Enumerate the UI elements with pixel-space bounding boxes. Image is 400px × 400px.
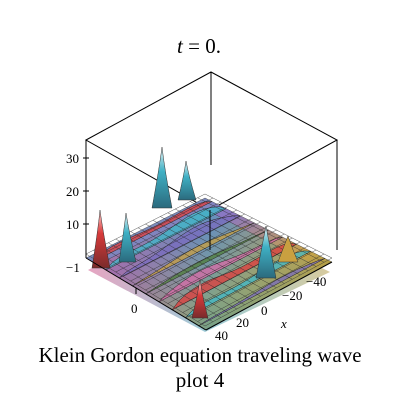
z-axis [83,157,89,225]
mesh-line [152,229,277,295]
title-rest: = 0. [183,34,221,58]
surface-ridge [92,201,213,263]
surface-mesh [85,193,333,332]
plot-title: t = 0. [177,34,221,58]
surface-ridge [118,215,241,279]
bounding-box-front [85,140,211,258]
y-axis [85,257,207,331]
x-tick-20: 20 [236,315,249,330]
surface-ridge [158,236,284,303]
mesh-line [167,237,293,304]
caption-line-2: plot 4 [175,368,225,392]
z-tick-30: 30 [66,151,79,166]
mesh-line [197,197,325,263]
x-axis [205,261,333,331]
title-variable: t [177,34,184,58]
peak-mid [177,160,197,201]
y-tick-minus1: −1 [66,260,80,275]
surface-ridge [198,258,326,327]
peak-central-tall [151,146,173,209]
x-tick-minus40: −40 [306,274,326,289]
peak-lower [191,279,209,319]
z-tick-10: 10 [66,217,79,232]
mesh-line [175,241,301,309]
surface-ridge [184,250,312,319]
mesh-line [204,193,333,259]
mesh-line [204,257,333,327]
caption-line-1: Klein Gordon equation traveling wave [38,343,362,367]
x-tick-0: 0 [261,303,268,318]
surface-peaks [91,146,299,319]
peak-back-right [277,235,299,263]
peak-front [118,212,137,263]
x-axis-label: x [280,316,287,331]
x-tick-minus20: −20 [282,288,302,303]
mesh-line [175,208,301,276]
mesh-line [152,220,277,288]
mesh-line [145,223,269,293]
mesh-line [197,253,325,322]
z-tick-20: 20 [66,184,79,199]
y-tick-0: 0 [131,301,138,316]
peak-right [255,225,277,279]
x-tick-40: 40 [215,328,228,343]
peak-left-edge [91,209,111,269]
